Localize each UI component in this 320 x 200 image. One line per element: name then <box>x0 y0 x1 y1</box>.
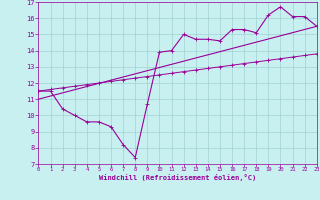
X-axis label: Windchill (Refroidissement éolien,°C): Windchill (Refroidissement éolien,°C) <box>99 174 256 181</box>
